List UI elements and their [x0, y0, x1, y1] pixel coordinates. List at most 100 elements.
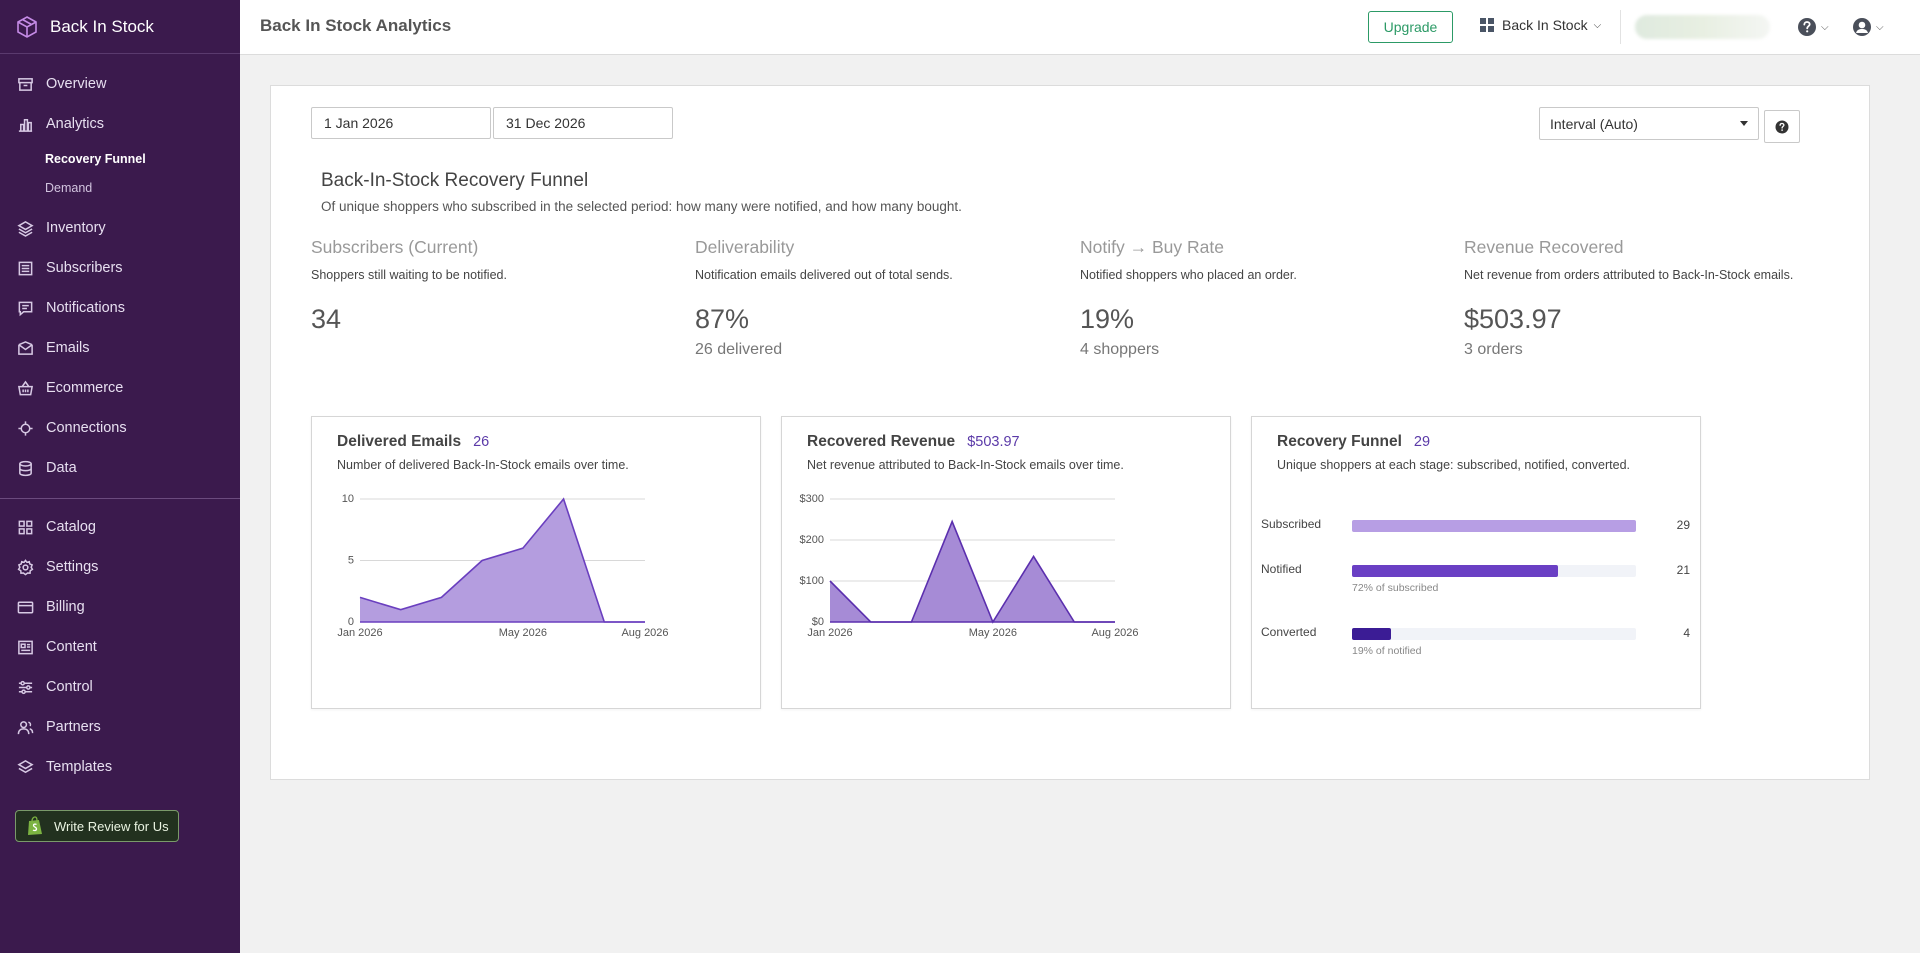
x-tick-label: Jan 2026: [337, 627, 382, 639]
sidebar-item-control[interactable]: Control: [0, 667, 240, 707]
kpi-description: Shoppers still waiting to be notified.: [311, 268, 507, 282]
sidebar-item-label: Notifications: [46, 300, 125, 316]
sidebar-subitem-demand[interactable]: Demand: [45, 180, 93, 195]
header-divider: [1620, 10, 1621, 44]
sidebar-item-templates[interactable]: Templates: [0, 747, 240, 787]
sidebar-item-inventory[interactable]: Inventory: [0, 208, 240, 248]
funnel-stage-count: 4: [1683, 626, 1690, 640]
sidebar-item-label: Overview: [46, 76, 107, 92]
funnel-description: Of unique shoppers who subscribed in the…: [321, 199, 962, 214]
sidebar-item-content[interactable]: Content: [0, 627, 240, 667]
user-circle-icon: [1853, 18, 1871, 36]
top-header: Back In Stock Analytics Upgrade Back In …: [240, 0, 1920, 55]
sidebar-item-label: Data: [46, 460, 77, 476]
sidebar-item-billing[interactable]: Billing: [0, 587, 240, 627]
funnel-stage-note: 72% of subscribed: [1352, 582, 1439, 594]
funnel-stage-count: 21: [1676, 563, 1690, 577]
sidebar-item-notifications[interactable]: Notifications: [0, 288, 240, 328]
sidebar-item-label: Catalog: [46, 519, 96, 535]
shopify-icon: [28, 816, 42, 835]
kpi-value: 87%: [695, 304, 750, 334]
card-icon: [16, 598, 34, 616]
gear-icon: [16, 558, 34, 576]
card-title: Recovery Funnel: [1277, 433, 1402, 450]
message-icon: [16, 299, 34, 317]
area-fill: [360, 499, 645, 622]
y-tick-label: 5: [348, 555, 354, 567]
brand[interactable]: Back In Stock: [0, 0, 240, 54]
user-menu[interactable]: ⌵: [1852, 17, 1884, 37]
delivered-emails-card: 0 5 10 Jan 2026 May 2026 Aug 2026 Delivered E…: [311, 416, 761, 709]
card-title: Recovered Revenue: [807, 433, 956, 450]
y-tick-label: 10: [342, 493, 354, 505]
help-button[interactable]: [1764, 110, 1800, 143]
end-date-input[interactable]: [493, 107, 673, 139]
card-total-badge: $503.97: [967, 434, 1020, 450]
kpi-value: 19%: [1080, 304, 1135, 334]
store-switcher[interactable]: Back In Stock ⌵: [1480, 17, 1601, 33]
kpi-value: 34: [311, 304, 342, 334]
recovered-revenue-card: $0 $100 $200 $300 Jan 2026 May 2026 Aug 2026 R…: [781, 416, 1231, 709]
sidebar-item-overview[interactable]: Overview: [0, 64, 240, 104]
sidebar-item-label: Connections: [46, 420, 127, 436]
kpi-description: Net revenue from orders attributed to Ba…: [1464, 268, 1794, 282]
sidebar-item-label: Partners: [46, 719, 101, 735]
sidebar-divider: [0, 498, 240, 499]
sliders-icon: [16, 678, 34, 696]
start-date-input[interactable]: [311, 107, 491, 139]
kpi-description: Notified shoppers who placed an order.: [1080, 268, 1297, 282]
y-tick-label: $200: [800, 534, 824, 546]
sidebar-item-connections[interactable]: Connections: [0, 408, 240, 448]
write-review-button[interactable]: Write Review for Us: [15, 810, 179, 842]
write-review-label: Write Review for Us: [54, 818, 169, 834]
card-description: Unique shoppers at each stage: subscribe…: [1277, 458, 1630, 472]
apps-grid-icon: [1480, 18, 1494, 32]
funnel-bar: [1352, 565, 1558, 577]
sidebar-item-label: Ecommerce: [46, 380, 124, 396]
chevron-down-icon: ⌵: [1821, 21, 1829, 33]
x-tick-label: Jan 2026: [807, 627, 852, 639]
basket-icon: [16, 379, 34, 397]
sidebar-item-analytics[interactable]: Analytics: [0, 104, 240, 144]
stack-icon: [16, 758, 34, 776]
recovered-revenue-chart: $0 $100 $200 $300 Jan 2026 May 2026 Aug 2026: [800, 493, 1139, 639]
help-menu[interactable]: ⌵: [1797, 17, 1829, 37]
kpi-notify-buy-rate: Notify → Buy Rate Notified shoppers who …: [1080, 237, 1450, 359]
box-icon: [17, 15, 37, 38]
sidebar-item-label: Inventory: [46, 220, 106, 236]
sidebar-item-label: Billing: [46, 599, 85, 615]
funnel-title: Back-In-Stock Recovery Funnel: [321, 170, 589, 191]
help-circle-icon: [1798, 18, 1816, 36]
funnel-bar-track: [1352, 628, 1636, 640]
kpi-subvalue: 4 shoppers: [1080, 341, 1160, 358]
kpi-title: Subscribers (Current): [311, 237, 479, 257]
kpi-title: Deliverability: [695, 237, 795, 257]
database-icon: [16, 459, 34, 477]
sidebar-item-catalog[interactable]: Catalog: [0, 507, 240, 547]
sidebar-item-label: Content: [46, 639, 97, 655]
funnel-stage-label: Converted: [1261, 625, 1317, 639]
store-name: Back In Stock: [1502, 17, 1588, 33]
upgrade-button[interactable]: Upgrade: [1368, 11, 1453, 43]
caret-down-icon: [1740, 121, 1748, 126]
sidebar-item-emails[interactable]: Emails: [0, 328, 240, 368]
grid-icon: [16, 518, 34, 536]
bar-chart-icon: [16, 115, 34, 133]
sidebar-item-data[interactable]: Data: [0, 448, 240, 488]
sidebar-item-settings[interactable]: Settings: [0, 547, 240, 587]
sidebar-item-ecommerce[interactable]: Ecommerce: [0, 368, 240, 408]
kpi-subvalue: 3 orders: [1464, 341, 1523, 358]
kpi-title: Notify → Buy Rate: [1080, 237, 1224, 257]
sidebar-item-label: Subscribers: [46, 260, 123, 276]
card-description: Net revenue attributed to Back-In-Stock …: [807, 458, 1124, 472]
sidebar-item-subscribers[interactable]: Subscribers: [0, 248, 240, 288]
interval-select[interactable]: Interval (Auto): [1539, 107, 1759, 140]
layers-icon: [16, 219, 34, 237]
sidebar-item-partners[interactable]: Partners: [0, 707, 240, 747]
sidebar-subitem-recovery-funnel[interactable]: Recovery Funnel: [45, 151, 146, 166]
recovery-funnel-card: Recovery Funnel 29 Unique shoppers at ea…: [1251, 416, 1701, 709]
funnel-bar-track: [1352, 565, 1636, 577]
x-tick-label: May 2026: [499, 627, 547, 639]
mail-icon: [16, 339, 34, 357]
y-tick-label: $100: [800, 575, 824, 587]
